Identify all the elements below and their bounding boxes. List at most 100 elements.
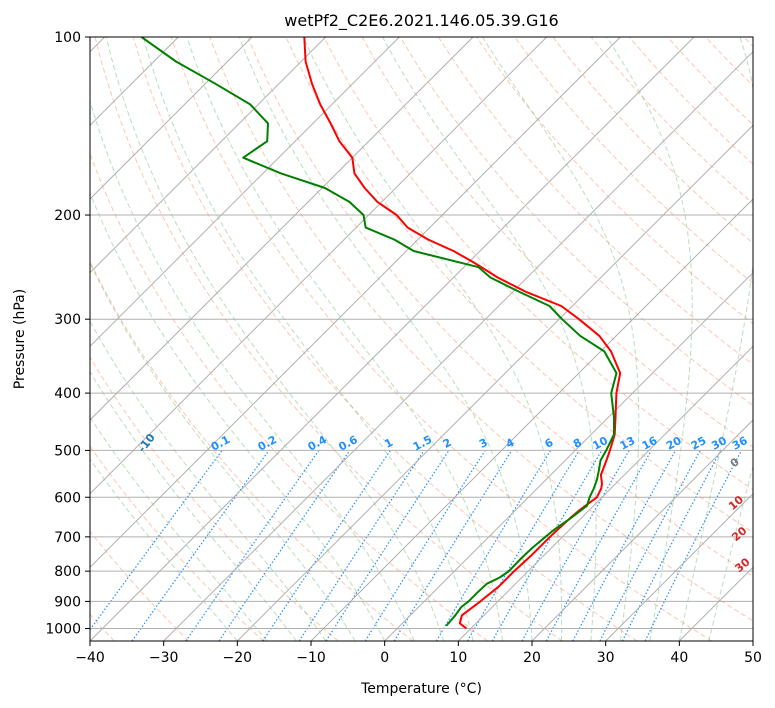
mixing-ratio-line [262, 450, 391, 641]
y-axis-label: Pressure (hPa) [12, 289, 28, 389]
mixing-ratio-line [599, 450, 701, 641]
mixing-ratio-label: 36 [730, 434, 750, 453]
dewpoint-profile-line [140, 37, 618, 627]
mixing-ratio-line [521, 450, 630, 641]
moist-adiabat-line [105, 37, 445, 641]
x-tick-label: 0 [380, 650, 389, 666]
y-tick-label: 1000 [45, 621, 81, 637]
isotherm-line [531, 419, 753, 641]
moist-adiabat-line [238, 37, 533, 641]
y-tick-label: 400 [54, 386, 81, 402]
x-axis-ticks: −40 −30 −20 −10 0 10 20 30 40 50 [75, 641, 762, 666]
isotherm-line [90, 37, 621, 569]
isotherm-line [90, 37, 695, 641]
isotherm-line [605, 492, 753, 641]
y-tick-label: 200 [54, 208, 81, 224]
isotherm-line [236, 124, 753, 641]
sounding-profiles [140, 37, 622, 630]
y-tick-label: 300 [54, 312, 81, 328]
y-tick-label: 900 [54, 594, 81, 610]
isobar-gridlines [90, 37, 753, 629]
isotherm-line [90, 37, 253, 200]
mixing-ratio-label: 25 [689, 434, 709, 453]
isotherm-line [90, 37, 548, 495]
x-tick-label: −10 [296, 650, 326, 666]
mixing-ratio-line [644, 450, 743, 641]
isotherm-line [310, 198, 753, 641]
mixing-ratio-line [572, 450, 677, 641]
line-labels: 0.10.20.40.611.52346810131620253036-100-… [135, 431, 752, 575]
isotherm-gridlines [90, 37, 753, 641]
dry-adiabat-line [94, 37, 563, 641]
mixing-ratio-label: 13 [618, 434, 638, 453]
moist-adiabat-line [708, 464, 753, 641]
moist-adiabat-line [142, 37, 474, 641]
mixing-ratio-line [435, 450, 552, 641]
chart-title: wetPf2_C2E6.2021.146.05.39.G16 [284, 11, 558, 31]
x-tick-label: 20 [523, 650, 541, 666]
dry-adiabat-line [514, 37, 753, 284]
x-tick-label: −20 [223, 650, 253, 666]
dry-adiabat-line [90, 356, 339, 641]
mixing-ratio-line [218, 450, 351, 641]
mixing-ratio-label: 10 [590, 434, 610, 453]
moist-adiabat-line [90, 416, 268, 641]
dry-adiabat-line [90, 152, 488, 641]
x-tick-label: 50 [744, 650, 762, 666]
x-axis-label: Temperature (°C) [360, 681, 482, 697]
isotherm-line [384, 271, 753, 641]
plot-frame [89, 36, 754, 642]
moist-adiabat-line [90, 458, 238, 641]
isotherm-line [90, 37, 327, 274]
dry-adiabat-line [209, 37, 753, 622]
y-tick-label: 500 [54, 443, 81, 459]
moist-adiabat-line [186, 37, 503, 641]
y-tick-label: 100 [54, 30, 81, 46]
y-tick-label: 800 [54, 564, 81, 580]
dry-adiabat-line [399, 37, 753, 407]
moist-adiabat-line [90, 320, 327, 641]
x-tick-label: −30 [149, 650, 179, 666]
dry-adiabat-line [170, 37, 712, 641]
dry-adiabat-line [437, 37, 753, 365]
moist-adiabat-line [90, 191, 386, 641]
y-axis-ticks: 100 200 300 400 500 600 700 800 900 1000 [45, 30, 90, 637]
isotherm-line [90, 37, 400, 348]
y-tick-label: 600 [54, 490, 81, 506]
moist-adiabat-line [481, 37, 640, 641]
mixing-ratio-lines [90, 450, 743, 641]
plot-area: 0.10.20.40.611.52346810131620253036-100-… [90, 37, 753, 641]
x-tick-label: −40 [75, 650, 105, 666]
mixing-ratio-line [185, 450, 320, 641]
moist-adiabat-line [606, 37, 693, 641]
mixing-ratio-line [621, 450, 722, 641]
dry-adiabat-line [247, 37, 753, 577]
mixing-ratio-line [325, 450, 450, 641]
isotherm-line [163, 50, 753, 641]
mixing-ratio-label: 20 [664, 434, 684, 453]
mixing-ratio-line [90, 450, 223, 631]
dry-adiabat-line [132, 37, 638, 641]
moist-adiabat-line [90, 261, 356, 641]
dry-adiabat-line [323, 37, 753, 491]
dry-adiabat-line [90, 445, 264, 641]
mixing-ratio-line [393, 450, 513, 641]
moist-adiabat-line [678, 37, 753, 641]
isotherm-line [90, 37, 474, 421]
mixing-ratio-label: 16 [640, 434, 660, 453]
temperature-profile-line [303, 37, 622, 630]
mixing-ratio-line [545, 450, 652, 641]
mixing-ratio-line [364, 450, 486, 641]
y-tick-label: 700 [54, 530, 81, 546]
mixing-ratio-line [131, 450, 270, 641]
dry-adiabat-line [90, 530, 190, 641]
x-tick-label: 40 [670, 650, 688, 666]
moist-adiabat-line [302, 37, 563, 641]
x-tick-label: 30 [597, 650, 615, 666]
mixing-ratio-line [298, 450, 425, 641]
x-tick-label: 10 [449, 650, 467, 666]
mixing-ratio-label: 30 [709, 434, 729, 453]
isotherm-line [457, 345, 753, 641]
